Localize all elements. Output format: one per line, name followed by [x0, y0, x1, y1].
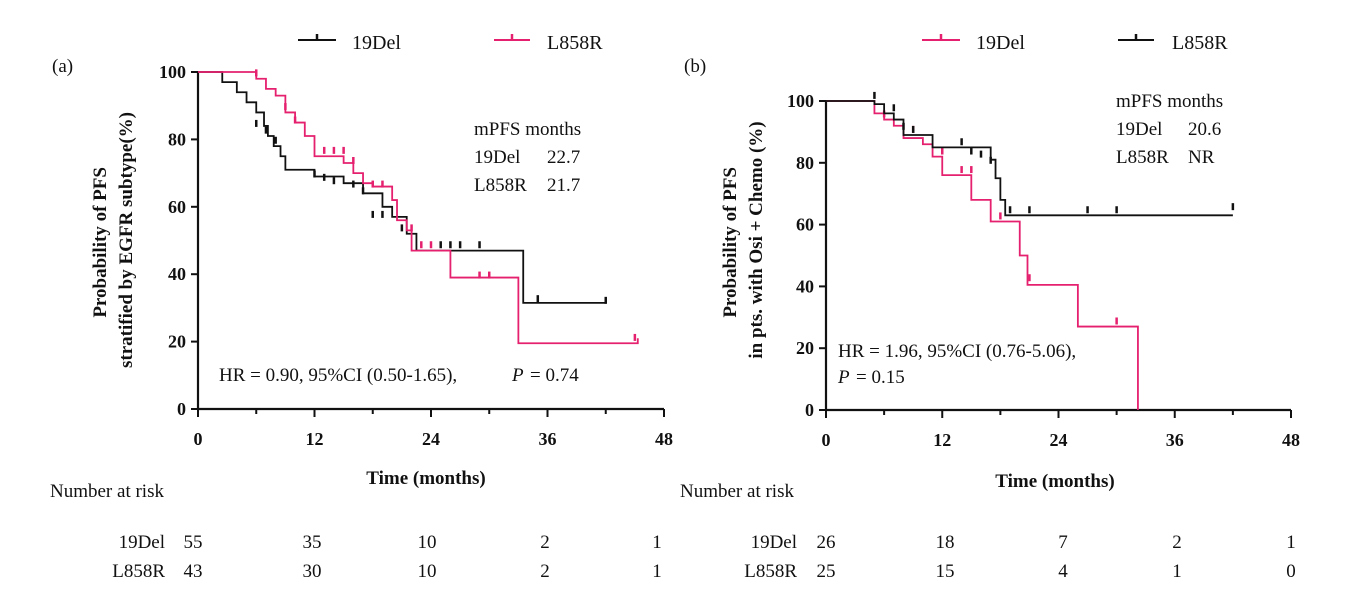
risk-value: 4 — [1058, 561, 1068, 582]
p-label: P — [511, 365, 524, 386]
risk-table-title: Number at risk — [680, 481, 794, 502]
mpfs-row-value: 20.6 — [1188, 119, 1221, 140]
risk-value: 55 — [184, 532, 203, 553]
km-curve-L858R — [826, 100, 1233, 217]
legend-label: L858R — [547, 32, 603, 54]
x-tick-label: 36 — [1166, 430, 1184, 450]
risk-table: 19Del 55 35 10 2 1 L858R 43 30 10 2 1 — [112, 532, 662, 582]
x-tick-label: 0 — [822, 430, 831, 450]
risk-value: 2 — [540, 561, 550, 582]
x-tick-label: 12 — [933, 430, 951, 450]
y-axis-title: Probability of PFS in pts. with Osi + Ch… — [720, 121, 767, 358]
mpfs-row-value: NR — [1188, 147, 1215, 168]
panel-a-legend: 19Del L858R — [298, 32, 603, 54]
risk-value: 1 — [652, 532, 662, 553]
risk-value: 15 — [936, 561, 955, 582]
x-tick-label: 24 — [422, 429, 440, 449]
risk-value: 2 — [540, 532, 550, 553]
plot-area: 0 20 40 60 80 100 0 12 24 36 48 — [787, 91, 1300, 450]
risk-value: 1 — [1286, 532, 1296, 553]
risk-row-label: L858R — [744, 561, 797, 582]
x-tick-label: 48 — [1282, 430, 1300, 450]
y-tick-label: 100 — [787, 91, 814, 111]
y-tick-label: 80 — [168, 129, 186, 149]
risk-value: 7 — [1058, 532, 1068, 553]
y-tick-label: 40 — [168, 264, 186, 284]
panel-b-tag: (b) — [684, 56, 706, 77]
panel-b: (b) 19Del L858R Probability of PFS in pt… — [680, 32, 1300, 582]
mpfs-header: mPFS months — [474, 119, 581, 140]
y-tick-label: 0 — [805, 400, 814, 420]
x-tick-label: 48 — [655, 429, 673, 449]
risk-value: 1 — [652, 561, 662, 582]
panel-b-legend: 19Del L858R — [922, 32, 1228, 54]
risk-value: 18 — [936, 532, 955, 553]
km-curve-19Del — [198, 71, 606, 304]
risk-value: 10 — [418, 561, 437, 582]
mpfs-row-value: 22.7 — [547, 147, 580, 168]
y-axis-title-line: Probability of PFS — [720, 167, 741, 318]
risk-value: 10 — [418, 532, 437, 553]
x-tick-label: 12 — [306, 429, 324, 449]
km-curve-L858R — [198, 71, 639, 345]
legend-label: 19Del — [976, 32, 1025, 54]
y-axis-title: Probability of PFS stratified by EGFR su… — [90, 112, 137, 368]
risk-value: 25 — [817, 561, 836, 582]
hr-text: HR = 1.96, 95%CI (0.76-5.06), — [838, 341, 1076, 362]
y-tick-label: 40 — [796, 276, 814, 296]
risk-value: 26 — [817, 532, 836, 553]
p-value: = 0.74 — [530, 365, 579, 386]
risk-row-label: 19Del — [119, 532, 165, 553]
risk-row-label: 19Del — [751, 532, 797, 553]
panel-a-tag: (a) — [52, 56, 73, 77]
y-tick-label: 20 — [796, 338, 814, 358]
mpfs-row-label: 19Del — [1116, 119, 1162, 140]
y-tick-label: 0 — [177, 399, 186, 419]
y-axis-title-line: Probability of PFS — [90, 167, 111, 318]
panel-a: (a) 19Del L858R Probability of PFS strat… — [50, 32, 673, 582]
risk-value: 30 — [303, 561, 322, 582]
risk-row-label: L858R — [112, 561, 165, 582]
risk-table-title: Number at risk — [50, 481, 164, 502]
risk-value: 2 — [1172, 532, 1182, 553]
legend-label: L858R — [1172, 32, 1228, 54]
y-tick-label: 100 — [159, 62, 186, 82]
mpfs-row-label: L858R — [1116, 147, 1169, 168]
mpfs-row-label: 19Del — [474, 147, 520, 168]
mpfs-row-label: L858R — [474, 175, 527, 196]
x-axis-title: Time (months) — [366, 468, 485, 489]
p-value: = 0.15 — [856, 367, 905, 388]
y-tick-label: 80 — [796, 153, 814, 173]
mpfs-header: mPFS months — [1116, 91, 1223, 112]
x-tick-label: 0 — [194, 429, 203, 449]
y-tick-label: 60 — [796, 215, 814, 235]
hr-text: HR = 0.90, 95%CI (0.50-1.65), — [219, 365, 457, 386]
x-axis-title: Time (months) — [995, 471, 1114, 492]
risk-value: 0 — [1286, 561, 1296, 582]
y-axis-title-line: in pts. with Osi + Chemo (%) — [746, 121, 767, 358]
legend-label: 19Del — [352, 32, 401, 54]
plot-area: 0 20 40 60 80 100 0 12 24 36 48 — [159, 62, 673, 449]
p-label: P — [837, 367, 850, 388]
risk-value: 35 — [303, 532, 322, 553]
mpfs-row-value: 21.7 — [547, 175, 580, 196]
risk-value: 1 — [1172, 561, 1182, 582]
x-tick-label: 24 — [1050, 430, 1068, 450]
x-tick-label: 36 — [539, 429, 557, 449]
y-tick-label: 60 — [168, 197, 186, 217]
risk-value: 43 — [184, 561, 203, 582]
km-curve-19Del — [826, 100, 1139, 410]
y-axis-title-line: stratified by EGFR subtype(%) — [116, 112, 137, 368]
y-tick-label: 20 — [168, 332, 186, 352]
risk-table: 19Del 26 18 7 2 1 L858R 25 15 4 1 0 — [744, 532, 1296, 582]
